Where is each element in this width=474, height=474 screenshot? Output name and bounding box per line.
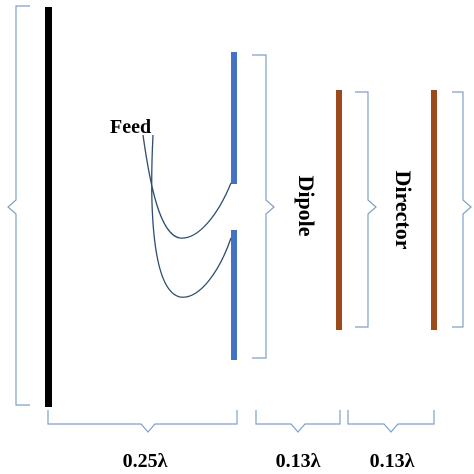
spacing-label-director1-director2: 0.13λ — [370, 450, 415, 472]
spacing-bracket-director1-director2 — [347, 410, 435, 433]
director2-length-bracket — [452, 91, 472, 328]
reflector-element — [45, 7, 52, 407]
director1-length-bracket — [355, 91, 377, 328]
director-element-2 — [431, 90, 437, 330]
reflector-length-bracket — [7, 5, 30, 406]
director-label: Director — [391, 171, 416, 250]
feed-line-upper — [142, 134, 232, 239]
dipole-label: Dipole — [294, 175, 319, 236]
director-element-1 — [336, 90, 342, 330]
spacing-label-reflector-dipole: 0.25λ — [123, 450, 168, 472]
spacing-label-dipole-director1: 0.13λ — [276, 450, 321, 472]
spacing-bracket-reflector-dipole — [47, 410, 238, 433]
dipole-upper-arm — [231, 52, 237, 184]
dipole-lower-arm — [231, 230, 237, 360]
feed-label: Feed — [110, 116, 151, 138]
feed-line-lower — [151, 134, 232, 298]
spacing-bracket-dipole-director1 — [255, 410, 341, 433]
dipole-length-bracket — [252, 54, 275, 359]
